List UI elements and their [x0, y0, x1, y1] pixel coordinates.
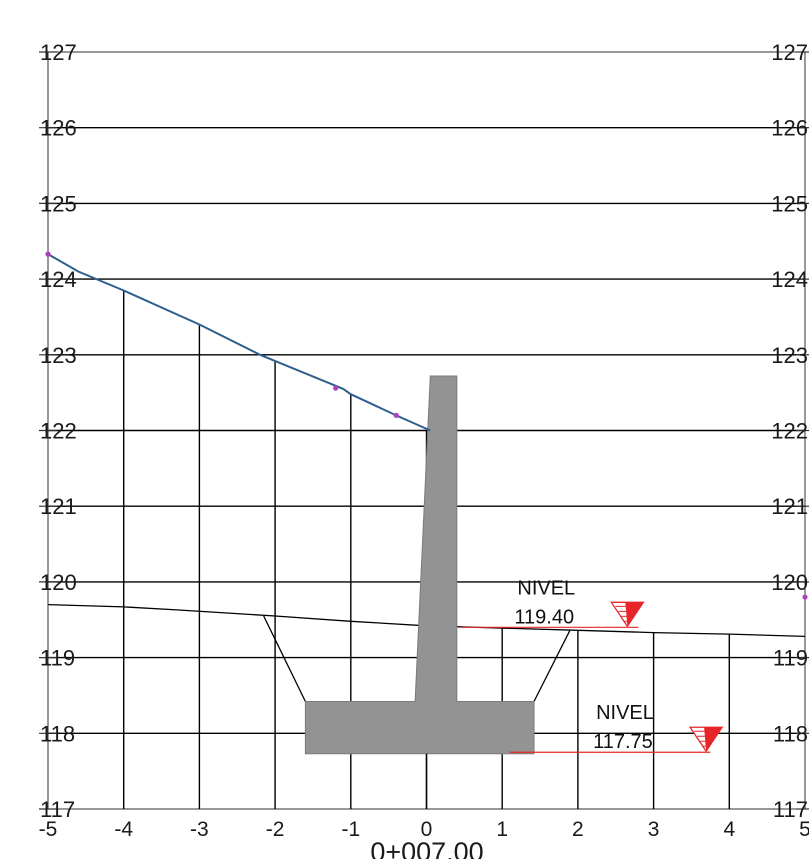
y-tick-right-127: 127: [771, 40, 808, 65]
x-tick-3: 3: [648, 818, 660, 841]
x-tick--3: -3: [190, 818, 209, 841]
y-tick-left-119: 119: [40, 646, 75, 671]
excavation-left: [263, 615, 306, 702]
y-tick-left-124: 124: [40, 267, 77, 292]
y-tick-left-118: 118: [40, 721, 75, 746]
y-tick-left-122: 122: [40, 419, 77, 444]
y-tick-right-121: 121: [771, 494, 808, 519]
y-tick-right-123: 123: [771, 343, 808, 368]
grid: [48, 126, 805, 809]
level-value-0: 119.40: [514, 606, 574, 628]
level-symbol-fill-1: [704, 727, 723, 752]
y-tick-right-120: 120: [771, 570, 808, 595]
terrain-upper-line: [47, 253, 431, 432]
y-tick-left-125: 125: [40, 191, 77, 216]
x-tick-5: 5: [799, 818, 809, 841]
y-tick-right-126: 126: [771, 116, 808, 141]
y-tick-left-120: 120: [40, 570, 77, 595]
retaining-wall: [304, 375, 535, 809]
excavation-lines: [263, 615, 571, 702]
level-label-0: NIVEL: [517, 577, 575, 599]
level-label-1: NIVEL: [596, 702, 654, 724]
x-tick-1: 1: [496, 818, 508, 841]
x-tick-0: 0: [421, 818, 433, 841]
y-tick-left-127: 127: [40, 40, 77, 65]
x-tick-4: 4: [723, 818, 735, 841]
y-tick-right-122: 122: [771, 419, 808, 444]
right-edge-mark: [802, 594, 808, 600]
terrain-vertex-1: [333, 385, 339, 391]
x-tick--2: -2: [266, 818, 285, 841]
y-tick-left-121: 121: [40, 494, 77, 519]
x-tick--1: -1: [341, 818, 360, 841]
terrain-vertex-2: [393, 412, 399, 418]
station-label: 0+007.00: [370, 837, 483, 859]
terrain-vertex-0: [45, 251, 51, 257]
grid-clip: [48, 126, 805, 809]
level-symbol-fill-0: [625, 602, 644, 627]
water-levels: NIVEL 119.40 NIVEL 117.75: [460, 577, 724, 753]
y-tick-right-125: 125: [771, 191, 808, 216]
x-tick--5: -5: [39, 818, 58, 841]
y-tick-left-123: 123: [40, 343, 77, 368]
y-tick-left-126: 126: [40, 116, 77, 141]
y-tick-right-118: 118: [773, 721, 808, 746]
y-tick-right-117: 117: [773, 797, 808, 822]
x-tick-2: 2: [572, 818, 584, 841]
wall-body: [304, 375, 535, 755]
excavation-right: [533, 629, 571, 702]
y-tick-left-117: 117: [40, 797, 75, 822]
y-tick-right-124: 124: [771, 267, 808, 292]
x-tick--4: -4: [114, 818, 133, 841]
axis-ticks: 1271261251241231221211201191181171271261…: [39, 40, 809, 841]
y-tick-right-119: 119: [773, 646, 808, 671]
level-value-1: 117.75: [593, 731, 653, 753]
terrain-upper: [45, 251, 808, 600]
